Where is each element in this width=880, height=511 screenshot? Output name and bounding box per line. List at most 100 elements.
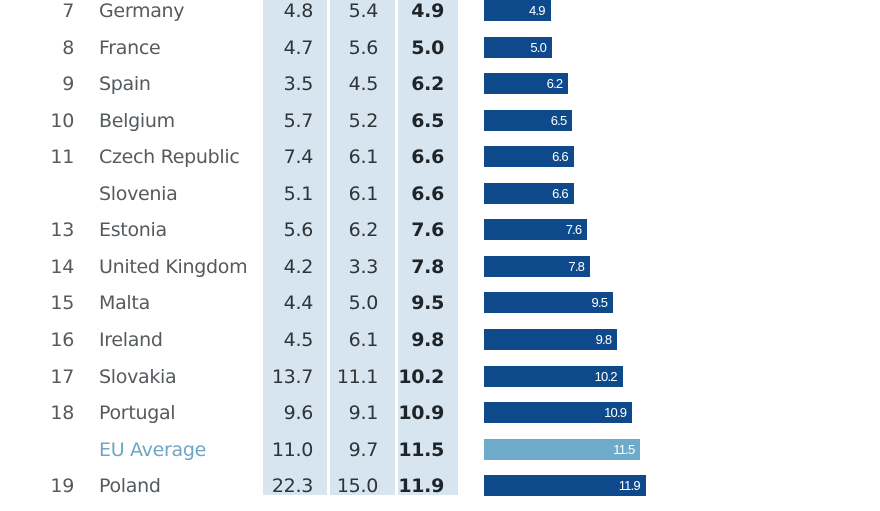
bar: 7.8 xyxy=(484,255,591,277)
bar-value-label: 7.6 xyxy=(565,222,582,238)
table-row: 16 Ireland 4.5 6.1 9.8 9.8 xyxy=(0,328,880,365)
bar: 6.5 xyxy=(484,109,573,131)
bar-value-label: 11.5 xyxy=(613,441,635,457)
column-2-background xyxy=(330,0,395,495)
table-row: 19 Poland 22.3 15.0 11.9 11.9 xyxy=(0,475,880,511)
table-row: 10 Belgium 5.7 5.2 6.5 6.5 xyxy=(0,109,880,146)
value-1-cell: 4.2 xyxy=(283,255,314,278)
bar: 10.2 xyxy=(484,365,623,387)
value-1-cell: 5.6 xyxy=(283,219,314,242)
table-row: Slovenia 5.1 6.1 6.6 6.6 xyxy=(0,182,880,219)
table-row: 17 Slovakia 13.7 11.1 10.2 10.2 xyxy=(0,365,880,402)
value-3-cell: 6.5 xyxy=(411,109,444,132)
value-3-cell: 6.6 xyxy=(411,146,444,169)
value-3-cell: 11.9 xyxy=(398,475,444,498)
value-3-cell: 6.6 xyxy=(411,182,444,205)
bar-value-label: 10.9 xyxy=(604,405,627,421)
value-1-cell: 4.5 xyxy=(283,328,314,351)
rank-cell xyxy=(30,183,74,205)
bar-value-label: 7.8 xyxy=(568,258,585,274)
bar: 11.9 xyxy=(484,475,646,497)
bar-value-label: 6.6 xyxy=(552,185,568,201)
value-3-cell: 5.0 xyxy=(411,36,444,59)
value-1-cell: 11.0 xyxy=(271,438,313,461)
value-3-cell: 11.5 xyxy=(398,438,444,461)
table-row: 13 Estonia 5.6 6.2 7.6 7.6 xyxy=(0,219,880,255)
country-cell: Germany xyxy=(99,0,185,22)
bar: 7.6 xyxy=(484,219,588,241)
value-3-cell: 6.2 xyxy=(411,73,444,96)
value-3-cell: 7.6 xyxy=(411,219,444,242)
value-1-cell: 13.7 xyxy=(271,365,313,388)
bar-value-label: 4.9 xyxy=(528,3,545,18)
value-3-cell: 10.2 xyxy=(398,365,444,388)
bar: 9.5 xyxy=(484,292,614,314)
value-3-cell: 7.8 xyxy=(411,255,444,278)
bar-eu-average: 11.5 xyxy=(484,438,641,460)
value-3-cell: 10.9 xyxy=(398,402,444,425)
country-cell: Portugal xyxy=(99,402,176,425)
rank-cell: 15 xyxy=(50,292,74,315)
bar-value-label: 6.5 xyxy=(550,112,567,128)
country-cell: United Kingdom xyxy=(99,255,248,278)
value-3-cell: 9.5 xyxy=(411,292,444,315)
bar-value-label: 6.2 xyxy=(546,76,563,92)
value-2-cell: 5.0 xyxy=(348,292,379,315)
bar: 5.0 xyxy=(484,36,552,58)
value-1-cell: 4.4 xyxy=(283,292,314,315)
country-cell: Estonia xyxy=(99,219,167,242)
rank-cell: 13 xyxy=(50,219,74,242)
rank-cell: 18 xyxy=(50,402,74,425)
rank-cell: 7 xyxy=(62,0,74,22)
country-cell: France xyxy=(99,36,161,59)
bar-value-label: 5.0 xyxy=(530,39,546,55)
value-1-cell: 4.8 xyxy=(283,0,314,22)
value-2-cell: 6.1 xyxy=(348,182,379,205)
value-1-cell: 4.7 xyxy=(283,36,314,59)
table-row: 9 Spain 3.5 4.5 6.2 6.2 xyxy=(0,73,880,109)
value-1-cell: 5.7 xyxy=(283,109,314,132)
country-cell: Belgium xyxy=(99,109,175,132)
value-3-cell: 9.8 xyxy=(411,328,444,351)
country-cell: Czech Republic xyxy=(99,146,240,169)
table-row: 8 France 4.7 5.6 5.0 5.0 xyxy=(0,36,880,73)
bar: 9.8 xyxy=(484,328,618,350)
value-1-cell: 5.1 xyxy=(283,182,314,205)
table-row: 7 Germany 4.8 5.4 4.9 4.9 xyxy=(0,0,880,36)
value-1-cell: 3.5 xyxy=(283,73,314,96)
country-cell: Slovakia xyxy=(99,365,177,388)
value-2-cell: 4.5 xyxy=(348,73,379,96)
value-2-cell: 5.6 xyxy=(348,36,379,59)
bar-value-label: 6.6 xyxy=(552,149,568,165)
country-cell: Slovenia xyxy=(99,182,178,205)
value-1-cell: 7.4 xyxy=(283,146,314,169)
table-row: 18 Portugal 9.6 9.1 10.9 10.9 xyxy=(0,402,880,438)
bar-value-label: 11.9 xyxy=(618,478,641,494)
value-2-cell: 5.2 xyxy=(348,109,379,132)
value-2-cell: 3.3 xyxy=(348,255,379,278)
rank-cell: 10 xyxy=(50,109,74,132)
value-1-cell: 9.6 xyxy=(283,402,314,425)
rank-cell: 14 xyxy=(50,255,74,278)
rank-cell: 17 xyxy=(50,365,74,388)
rank-cell xyxy=(30,439,74,461)
rank-cell: 11 xyxy=(50,146,74,169)
table-row: 14 United Kingdom 4.2 3.3 7.8 7.8 xyxy=(0,255,880,292)
bar: 4.9 xyxy=(484,0,551,21)
column-1-background xyxy=(263,0,327,495)
column-3-background xyxy=(398,0,458,495)
table-row: 11 Czech Republic 7.4 6.1 6.6 6.6 xyxy=(0,146,880,182)
country-cell: EU Average xyxy=(99,438,206,461)
value-2-cell: 5.4 xyxy=(348,0,379,22)
bar-value-label: 9.5 xyxy=(591,295,608,311)
value-1-cell: 22.3 xyxy=(271,475,313,498)
country-cell: Spain xyxy=(99,73,151,96)
rank-cell: 8 xyxy=(62,36,74,59)
rank-cell: 19 xyxy=(50,475,74,498)
bar: 6.2 xyxy=(484,73,569,95)
bar-value-label: 9.8 xyxy=(595,331,612,347)
value-2-cell: 6.2 xyxy=(348,219,379,242)
bar: 10.9 xyxy=(484,402,633,424)
value-2-cell: 15.0 xyxy=(336,475,378,498)
rank-cell: 16 xyxy=(50,328,74,351)
